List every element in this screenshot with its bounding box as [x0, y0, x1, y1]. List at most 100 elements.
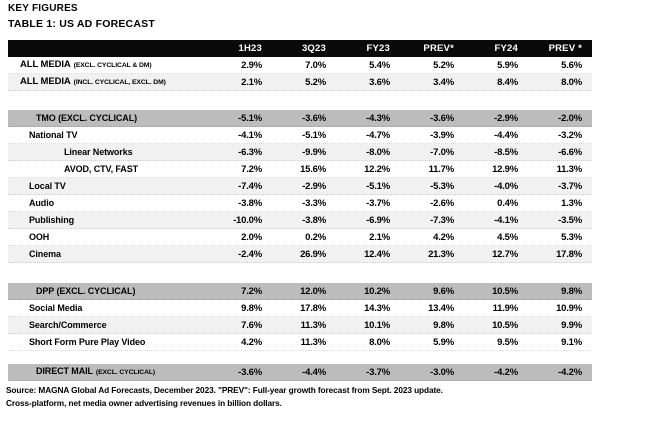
- row-label: OOH: [8, 229, 208, 246]
- table-row: Search/Commerce 7.6% 11.3% 10.1% 9.8% 10.5% 9.…: [8, 317, 592, 334]
- value-cell: 9.1%: [561, 336, 582, 348]
- value-cell: 5.4%: [369, 59, 390, 71]
- row-label: TMO (EXCL. CYCLICAL): [8, 110, 208, 127]
- value-cell: 5.3%: [561, 231, 582, 243]
- value-cell: 2.9%: [241, 59, 262, 71]
- table-row: ALL MEDIA (EXCL. CYCLICAL & DM) 2.9% 7.0% 5.…: [8, 57, 592, 74]
- value-cell: -4.1%: [494, 214, 518, 226]
- footnote-source: Source: MAGNA Global Ad Forecasts, Decem…: [6, 385, 443, 395]
- table-row: National TV -4.1% -5.1% -4.7% -3.9% -4.4% -3.2…: [8, 127, 592, 144]
- value-cell: 7.6%: [241, 319, 262, 331]
- row-label-text: DIRECT MAIL: [36, 366, 93, 376]
- value-cell: 12.9%: [492, 163, 518, 175]
- value-cell: 8.0%: [561, 76, 582, 88]
- value-cell: -6.6%: [558, 146, 582, 158]
- column-header: PREV *: [548, 42, 582, 54]
- row-label-text: DPP (EXCL. CYCLICAL): [36, 285, 136, 296]
- row-label-text: Publishing: [29, 214, 74, 225]
- value-cell: 5.9%: [433, 336, 454, 348]
- row-label: Publishing: [8, 212, 208, 229]
- row-label-text: OOH: [29, 231, 50, 242]
- value-cell: -4.7%: [366, 129, 390, 141]
- row-label-qualifier: (EXCL. CYCLICAL): [95, 369, 156, 376]
- value-cell: -3.6%: [238, 366, 262, 378]
- value-cell: 11.9%: [492, 302, 519, 314]
- table-row: Social Media 9.8% 17.8% 14.3% 13.4% 11.9% 10.9…: [8, 300, 592, 317]
- column-header: FY23: [366, 42, 390, 54]
- value-cell: 2.1%: [369, 231, 390, 243]
- table-row: DIRECT MAIL (EXCL. CYCLICAL) -3.6% -4.4% -3.…: [8, 364, 592, 381]
- us-ad-forecast-table: 1H23 3Q23 FY23 PREV* FY24 PREV * ALL MEDIA (EX…: [8, 40, 592, 381]
- row-label: Short Form Pure Play Video: [8, 334, 208, 351]
- value-cell: -3.5%: [558, 214, 582, 226]
- value-cell: -3.3%: [302, 197, 326, 209]
- value-cell: -3.7%: [558, 180, 582, 192]
- row-label-qualifier: (EXCL. CYCLICAL & DM): [73, 62, 152, 69]
- value-cell: 12.0%: [300, 285, 326, 297]
- value-cell: 13.4%: [428, 302, 454, 314]
- value-cell: 10.1%: [364, 319, 390, 331]
- value-cell: 7.2%: [241, 285, 262, 297]
- value-cell: 10.5%: [492, 285, 518, 297]
- value-cell: 26.9%: [300, 248, 326, 260]
- row-label: National TV: [8, 127, 208, 144]
- value-cell: 0.4%: [497, 197, 518, 209]
- value-cell: -6.9%: [366, 214, 390, 226]
- value-cell: 4.5%: [497, 231, 518, 243]
- value-cell: 2.1%: [241, 76, 262, 88]
- table-section: TMO (EXCL. CYCLICAL) -5.1% -3.6% -4.3% -3.6%…: [8, 110, 592, 263]
- row-label-text: Local TV: [29, 180, 66, 191]
- value-cell: 21.3%: [428, 248, 454, 260]
- row-label: Local TV: [8, 178, 208, 195]
- value-cell: 11.3%: [556, 163, 583, 175]
- value-cell: -5.1%: [238, 112, 262, 124]
- value-cell: -4.2%: [494, 366, 518, 378]
- value-cell: -7.4%: [238, 180, 262, 192]
- table-section: DIRECT MAIL (EXCL. CYCLICAL) -3.6% -4.4% -3.…: [8, 364, 592, 381]
- table-footnotes: Source: MAGNA Global Ad Forecasts, Decem…: [6, 384, 443, 410]
- value-cell: 9.6%: [433, 285, 454, 297]
- row-label-text: Audio: [29, 197, 54, 208]
- value-cell: 4.2%: [241, 336, 262, 348]
- value-cell: -3.0%: [430, 366, 454, 378]
- table-row: DPP (EXCL. CYCLICAL) 7.2% 12.0% 10.2% 9.6% 10…: [8, 283, 592, 300]
- value-cell: 1.3%: [561, 197, 582, 209]
- table-row: Publishing -10.0% -3.8% -6.9% -7.3% -4.1% -3.5…: [8, 212, 592, 229]
- value-cell: -3.8%: [302, 214, 326, 226]
- row-label: ALL MEDIA (EXCL. CYCLICAL & DM): [8, 56, 208, 74]
- value-cell: 9.5%: [497, 336, 518, 348]
- row-label: Cinema: [8, 246, 208, 263]
- row-label-text: ALL MEDIA: [20, 59, 71, 70]
- table-body: ALL MEDIA (EXCL. CYCLICAL & DM) 2.9% 7.0% 5.…: [8, 57, 592, 381]
- value-cell: -2.9%: [494, 112, 518, 124]
- value-cell: 9.8%: [561, 285, 582, 297]
- row-label: Social Media: [8, 300, 208, 317]
- value-cell: -4.4%: [302, 366, 326, 378]
- value-cell: 12.4%: [364, 248, 390, 260]
- value-cell: 5.9%: [497, 59, 518, 71]
- value-cell: 9.8%: [241, 302, 262, 314]
- value-cell: 10.5%: [492, 319, 518, 331]
- value-cell: 11.3%: [300, 336, 327, 348]
- value-cell: -8.5%: [494, 146, 518, 158]
- value-cell: 9.8%: [433, 319, 454, 331]
- value-cell: 17.8%: [556, 248, 582, 260]
- value-cell: -3.8%: [238, 197, 262, 209]
- column-header: 3Q23: [301, 42, 326, 54]
- table-row: TMO (EXCL. CYCLICAL) -5.1% -3.6% -4.3% -3.6%…: [8, 110, 592, 127]
- value-cell: -9.9%: [302, 146, 326, 158]
- table-row: AVOD, CTV, FAST 7.2% 15.6% 12.2% 11.7% 12.9% 1…: [8, 161, 592, 178]
- value-cell: 5.2%: [305, 76, 326, 88]
- value-cell: -2.6%: [430, 197, 454, 209]
- value-cell: -3.7%: [366, 366, 390, 378]
- value-cell: 5.6%: [561, 59, 582, 71]
- table-row: ALL MEDIA (INCL. CYCLICAL, EXCL. DM) 2.1% 5…: [8, 74, 592, 91]
- row-label-text: Social Media: [29, 302, 83, 313]
- row-label-text: Linear Networks: [64, 146, 133, 157]
- value-cell: 8.0%: [369, 336, 390, 348]
- row-label: DPP (EXCL. CYCLICAL): [8, 283, 208, 300]
- row-label: Search/Commerce: [8, 317, 208, 334]
- table-row: Linear Networks -6.3% -9.9% -8.0% -7.0% -8.5%…: [8, 144, 592, 161]
- value-cell: -5.1%: [366, 180, 390, 192]
